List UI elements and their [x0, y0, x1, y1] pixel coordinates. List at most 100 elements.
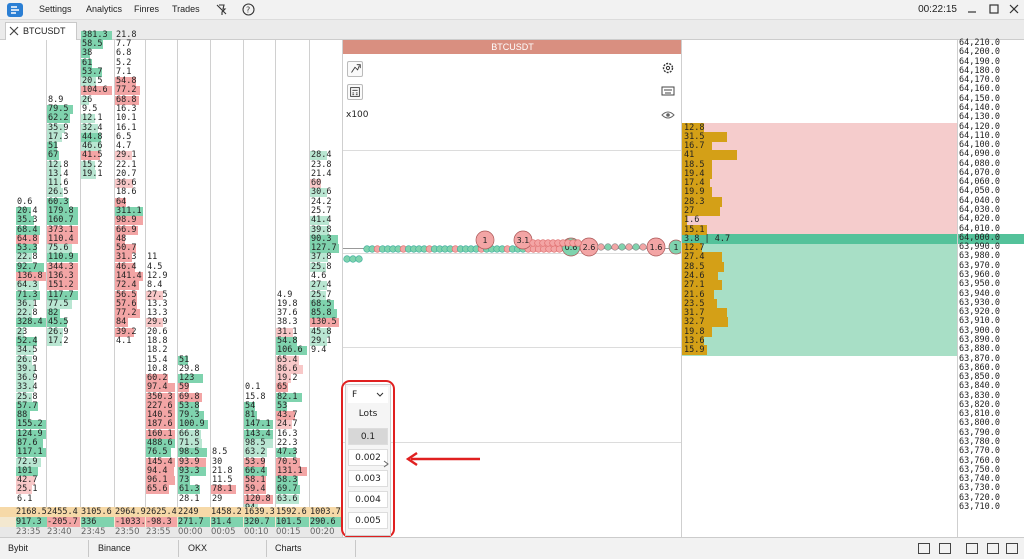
cluster-cell: 140.5 [146, 411, 175, 421]
list-icon[interactable] [966, 543, 978, 554]
cluster-cell: 77.5 [47, 299, 73, 309]
status-tab-binance[interactable]: Binance [98, 543, 131, 553]
bubble-label: 2.6 [583, 243, 596, 252]
cluster-cell: 51 [178, 354, 190, 365]
price-axis: 64,210.0 64,200.0 64,190.0 64,180.0 64,170.0… [957, 39, 1024, 537]
cluster-cell: 15.4 [147, 354, 168, 365]
window-icon[interactable] [939, 543, 951, 554]
screenshot-icon[interactable] [918, 543, 930, 554]
cluster-cell: 104.6 [81, 86, 112, 96]
status-tab-charts[interactable]: Charts [275, 543, 302, 553]
cluster-cell: 11.5 [212, 475, 233, 486]
lots-selector: F Lots 0.1 0.002 0.003 0.004 0.005 [345, 384, 391, 536]
cluster-cell: 22.8 [16, 308, 38, 319]
chart-add-icon[interactable] [347, 61, 363, 77]
cluster-cell: 34.5 [16, 345, 38, 356]
bid-size-bar [682, 271, 718, 281]
cluster-cell: 92.7 [16, 262, 45, 272]
cluster-cell: 78.1 [211, 485, 237, 495]
cluster-cell: 75.6 [47, 244, 73, 254]
lots-option[interactable]: 0.1 [348, 428, 388, 445]
status-tab-okx[interactable]: OKX [188, 543, 208, 553]
pin-off-icon[interactable] [215, 3, 228, 16]
ask-size: 19.9 [684, 187, 705, 198]
expand-chevron-icon[interactable] [382, 460, 390, 468]
cluster-cell: 37.6 [277, 308, 298, 319]
large-trade-bubble [668, 239, 682, 255]
bid-size-bar [682, 317, 728, 328]
cluster-cell: 29.1 [310, 335, 332, 346]
cluster-cell: 124.9 [16, 429, 46, 439]
price-label: 63,770.0 [959, 446, 1000, 457]
trade-bubble [574, 239, 582, 247]
price-label: 64,070.0 [959, 167, 1000, 178]
cluster-cell: 15.2 [81, 159, 103, 170]
delta-total: 917.3 [16, 517, 48, 527]
cluster-cell: 38.3 [277, 317, 298, 328]
minimize-icon[interactable] [966, 3, 978, 15]
lots-dropdown[interactable]: F [348, 387, 388, 403]
tab-close-icon[interactable] [9, 26, 19, 36]
eye-icon[interactable] [661, 110, 675, 120]
cluster-cell: 54.8 [276, 335, 298, 346]
status-tab-bybit[interactable]: Bybit [8, 543, 29, 553]
cluster-cell: 85.8 [310, 309, 337, 319]
current-price-highlight [958, 233, 1024, 244]
time-label: 23:45 [81, 527, 106, 537]
multiplier-label: x100 [346, 110, 369, 120]
lots-option[interactable]: 0.003 [348, 470, 388, 487]
cluster-cell: 59 [178, 382, 190, 393]
cluster-cell: 67 [47, 150, 59, 161]
lots-option[interactable]: 0.005 [348, 512, 388, 529]
cluster-cell: 6.1 [17, 493, 33, 504]
menu-settings[interactable]: Settings [39, 4, 72, 14]
large-trade-bubble [646, 237, 666, 257]
gear-icon[interactable] [661, 61, 675, 75]
help-icon[interactable]: ? [242, 3, 255, 16]
cluster-cell: 18.2 [147, 345, 168, 356]
price-label: 63,950.0 [959, 279, 1000, 290]
cluster-cell: 10.8 [147, 363, 168, 374]
price-label: 64,160.0 [959, 84, 1000, 95]
trade-bubble [632, 243, 640, 251]
lots-option[interactable]: 0.004 [348, 491, 388, 508]
settings-list-icon[interactable] [1006, 543, 1018, 554]
cluster-cell: 25.8 [310, 261, 332, 272]
status-bar: Bybit Binance OKX Charts [0, 537, 1024, 559]
cluster-cell: 64 [115, 196, 127, 207]
maximize-icon[interactable] [988, 3, 1000, 15]
cluster-cell: 52.4 [16, 335, 38, 346]
menu-analytics[interactable]: Analytics [86, 4, 123, 14]
cluster-cell: 37.8 [310, 252, 332, 263]
cluster-cell: 64.8 [16, 233, 40, 244]
chart-list-icon[interactable] [987, 543, 999, 554]
menu-trades[interactable]: Trades [172, 4, 200, 14]
price-label: 63,930.0 [959, 297, 1000, 308]
ask-size: 31.5 [684, 131, 705, 142]
cluster-cell: 97.4 [146, 383, 175, 393]
trade-bubble [349, 255, 357, 263]
bid-size: 24.6 [684, 271, 705, 281]
ask-size: 17.4 [684, 178, 705, 189]
price-label: 63,990.0 [959, 242, 1000, 253]
lots-option[interactable]: 0.002 [348, 449, 388, 466]
cluster-cell: 26.5 [47, 187, 69, 198]
grid-line [343, 150, 682, 151]
price-label: 64,170.0 [959, 75, 1000, 86]
bid-size-bar [682, 298, 717, 309]
cluster-cell: 227.6 [146, 401, 175, 411]
cluster-cell: 65.6 [146, 484, 170, 495]
menu-finres[interactable]: Finres [134, 4, 160, 14]
cluster-column: 51 29.8 123 59 69.8 53.8 79.3 100.9 66.8 71.5 98.5… [178, 40, 210, 537]
tab-btcusdt[interactable]: BTCUSDT [5, 22, 77, 40]
bid-size: 12.7 [684, 243, 705, 254]
cluster-cell: 11 [147, 252, 158, 263]
calculator-icon[interactable] [347, 84, 363, 100]
divider [266, 540, 267, 557]
cluster-cell: 82.1 [276, 392, 303, 402]
cluster-cell: 151.2 [47, 281, 78, 291]
cluster-column: 0.1 15.8 54 81 147.1 143.4 98.5 63.2 53.9 66.4 58.… [244, 40, 275, 537]
price-label: 63,870.0 [959, 353, 1000, 364]
close-window-icon[interactable] [1008, 3, 1020, 15]
keyboard-icon[interactable] [661, 85, 675, 97]
